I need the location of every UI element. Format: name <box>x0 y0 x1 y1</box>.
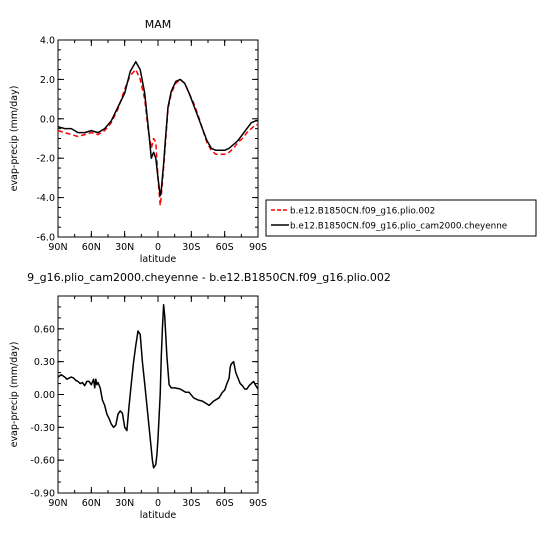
y-axis-label: evap-precip (mm/day) <box>9 86 20 192</box>
x-axis-label: latitude <box>140 510 177 521</box>
series-line-1 <box>57 60 258 197</box>
legend-label-0: b.e12.B1850CN.f09_g16.plio.002 <box>290 207 435 217</box>
y-tick-label: -0.60 <box>30 456 55 467</box>
y-tick-label: 2.0 <box>40 75 55 86</box>
x-tick-label: 0 <box>155 498 161 509</box>
legend-box <box>265 199 537 237</box>
chart-title: MAM <box>145 18 172 31</box>
x-tick-label: 0 <box>155 242 161 253</box>
y-tick-label: -6.0 <box>36 233 55 244</box>
y-tick-label: 0.00 <box>34 390 55 401</box>
plot-frame <box>57 39 259 238</box>
x-tick-label: 30S <box>182 242 200 253</box>
x-axis-label: latitude <box>140 254 177 265</box>
x-tick-label: 90S <box>249 498 267 509</box>
x-tick-label: 30S <box>182 498 200 509</box>
y-tick-label: 0.0 <box>40 114 55 125</box>
chart-title: 9_g16.plio_cam2000.cheyenne - b.e12.B185… <box>27 271 391 284</box>
series-line-0 <box>57 68 258 207</box>
x-tick-label: 90N <box>48 242 67 253</box>
y-tick-label: -2.0 <box>36 154 55 165</box>
plot-bottom: 90N 60N 30N 0 30S 60S 90S -0.90 -0.60 -0.30 0.00 0.… <box>9 271 391 521</box>
y-tick-label: -4.0 <box>36 193 55 204</box>
legend-label-1: b.e12.B1850CN.f09_g16.plio_cam2000.cheye… <box>290 222 507 232</box>
x-tick-label: 90N <box>48 498 67 509</box>
plot-top: 90N 60N 30N 0 30S 60S 90S -6.0 -4.0 -2.0 0.0 2.0 4.0… <box>9 18 267 265</box>
x-tick-label: 60N <box>82 498 101 509</box>
x-tick-label: 60S <box>216 242 234 253</box>
y-axis-label: evap-precip (mm/day) <box>9 342 20 448</box>
x-tick-label: 30N <box>115 242 134 253</box>
y-tick-label: 0.60 <box>34 324 55 335</box>
x-tick-label: 30N <box>115 498 134 509</box>
y-tick-label: -0.30 <box>30 423 55 434</box>
x-tick-label: 60S <box>216 498 234 509</box>
x-tick-label: 90S <box>249 242 267 253</box>
y-tick-label: -0.90 <box>30 489 55 500</box>
y-tick-label: 4.0 <box>40 36 55 47</box>
series-line-0 <box>57 304 259 469</box>
legend: b.e12.B1850CN.f09_g16.plio.002 b.e12.B185… <box>265 199 537 237</box>
y-tick-label: 0.30 <box>34 357 55 368</box>
x-tick-label: 60N <box>82 242 101 253</box>
plot-frame <box>57 295 259 494</box>
